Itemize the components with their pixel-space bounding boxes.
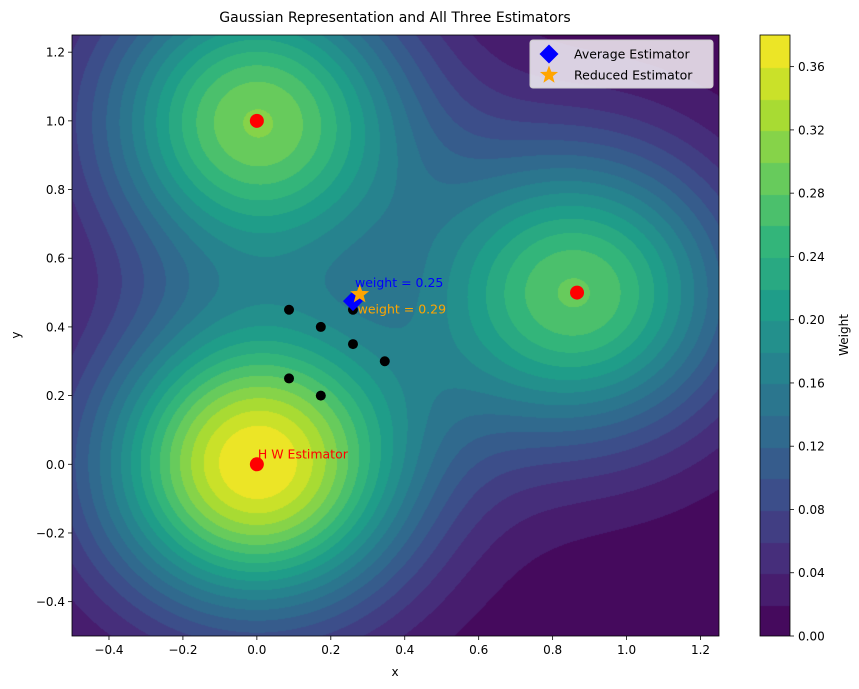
plot-frame: [71, 34, 720, 637]
legend-star-icon: [539, 65, 559, 83]
y-tick-label: 0.8: [46, 183, 65, 197]
reduced-estimator-marker: [350, 284, 370, 303]
colorbar-label: Weight: [837, 314, 851, 356]
sample-point: [347, 339, 358, 350]
colorbar-tick-label: 0.08: [798, 503, 825, 517]
sample-point: [379, 356, 390, 367]
sample-point: [315, 390, 326, 401]
colorbar: [760, 35, 790, 636]
colorbar-tick-label: 0.28: [798, 187, 825, 201]
x-tick-label: 1.0: [617, 643, 636, 657]
legend-box: [529, 39, 714, 89]
y-tick-label: 0.2: [46, 389, 65, 403]
y-tick-label: 0.6: [46, 252, 65, 266]
x-tick-label: 1.2: [691, 643, 710, 657]
average-estimator-label: weight = 0.25: [355, 275, 443, 290]
x-tick-label: 0.8: [543, 643, 562, 657]
legend-entry-label: Average Estimator: [574, 47, 690, 62]
contour-surface: [72, 35, 719, 636]
legend: Average Estimator Reduced Estimator: [529, 39, 714, 89]
y-tick-label: −0.2: [36, 526, 65, 540]
reduced-estimator-label: weight = 0.29: [358, 301, 446, 316]
y-tick-label: 0.0: [46, 458, 65, 472]
colorbar-tick-label: 0.24: [798, 250, 825, 264]
sample-point: [284, 373, 295, 384]
x-tick-label: 0.0: [247, 643, 266, 657]
legend-entry-label: Reduced Estimator: [574, 68, 693, 83]
colorbar-tick-label: 0.16: [798, 376, 825, 390]
colorbar-tick-label: 0.20: [798, 313, 825, 327]
chart-title: Gaussian Representation and All Three Es…: [219, 10, 570, 26]
y-axis-label: y: [9, 331, 23, 338]
x-tick-label: 0.2: [321, 643, 340, 657]
x-tick-label: −0.4: [94, 643, 123, 657]
y-tick-label: 1.2: [46, 46, 65, 60]
colorbar-tick-label: 0.12: [798, 440, 825, 454]
hw-estimator-label: H W Estimator: [258, 446, 349, 461]
x-tick-label: 0.6: [469, 643, 488, 657]
y-tick-label: 1.0: [46, 114, 65, 128]
colorbar-tick-label: 0.04: [798, 566, 825, 580]
gaussian-center-point: [570, 285, 585, 300]
y-tick-label: 0.4: [46, 320, 65, 334]
gaussian-center-point: [249, 457, 264, 472]
legend-diamond-icon: [539, 44, 559, 64]
colorbar-tick-label: 0.36: [798, 60, 825, 74]
colorbar-tick-label: 0.00: [798, 630, 825, 644]
sample-point: [284, 304, 295, 315]
gaussian-center-point: [249, 113, 264, 128]
colorbar-frame: [759, 34, 791, 637]
x-tick-label: 0.4: [395, 643, 414, 657]
colorbar-tick-label: 0.32: [798, 123, 825, 137]
sample-point: [315, 321, 326, 332]
x-axis-label: x: [391, 665, 398, 679]
y-tick-label: −0.4: [36, 595, 65, 609]
x-tick-label: −0.2: [168, 643, 197, 657]
